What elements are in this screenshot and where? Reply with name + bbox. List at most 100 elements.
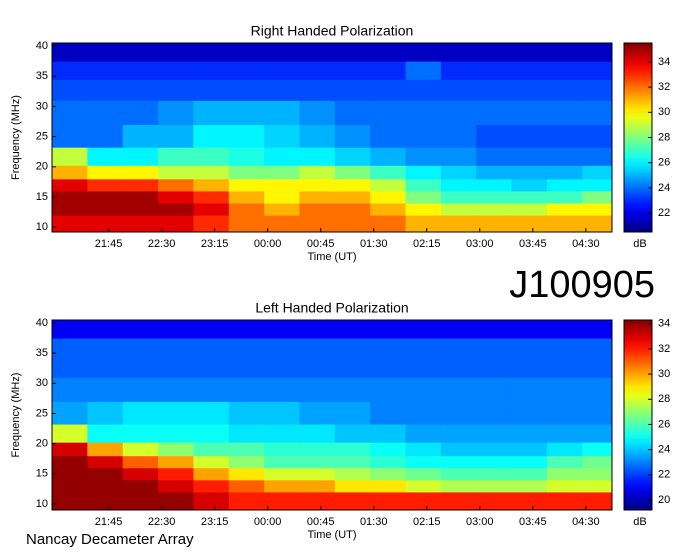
heat-cell [370, 455, 407, 469]
heat-cell [228, 165, 265, 180]
x-tick-label: 00:45 [307, 516, 335, 528]
heat-cell [511, 424, 548, 443]
heat-cell [546, 479, 583, 493]
heat-cell [476, 320, 513, 339]
heat-cell [370, 203, 407, 216]
heat-cell [405, 147, 442, 166]
heat-cell [299, 178, 336, 192]
heat-cell [87, 203, 124, 216]
y-tick-label: 10 [36, 221, 48, 233]
heat-cell [264, 491, 300, 511]
heat-cell [546, 100, 583, 126]
y-tick-label: 35 [36, 70, 48, 82]
heat-cell [405, 61, 442, 80]
heat-cell [405, 356, 442, 378]
heat-cell [87, 79, 124, 101]
heat-cell [476, 203, 513, 216]
heat-cell [52, 215, 88, 233]
heat-cell [193, 455, 230, 469]
heat-cell [582, 215, 613, 233]
colorbar-label: dB [633, 516, 646, 528]
heat-cell [370, 491, 407, 511]
heat-cell [122, 442, 159, 457]
heat-cell [334, 377, 371, 402]
heat-cell [440, 442, 477, 457]
heat-cell [440, 61, 477, 80]
colorbar [623, 42, 653, 233]
heat-cell [334, 467, 371, 481]
heat-cell [476, 124, 513, 148]
x-tick-label: 03:45 [519, 516, 547, 528]
heat-cell [440, 320, 477, 339]
heat-cell [511, 203, 548, 216]
heat-cell [476, 479, 513, 493]
heat-cell [264, 61, 300, 80]
heat-cell [87, 124, 124, 148]
heat-cell [228, 215, 265, 233]
heat-cell [158, 377, 194, 402]
heat-cell [476, 43, 513, 62]
y-tick-label: 30 [36, 100, 48, 112]
heat-cell [158, 43, 194, 62]
heat-cell [440, 165, 477, 180]
heat-cell [546, 165, 583, 180]
y-tick-label: 25 [36, 131, 48, 143]
heat-cell [405, 491, 442, 511]
heat-cell [193, 147, 230, 166]
heat-cell [52, 203, 88, 216]
heat-cell [122, 356, 159, 378]
heat-cell [87, 455, 124, 469]
heat-cell [405, 165, 442, 180]
colorbar-tick-label: 34 [658, 318, 670, 330]
heat-cell [264, 215, 300, 233]
heat-cell [122, 338, 159, 357]
heat-cell [405, 401, 442, 425]
heat-cell [582, 165, 613, 180]
heat-cell [546, 356, 583, 378]
heat-cell [546, 215, 583, 233]
heat-cell [228, 455, 265, 469]
heat-cell [546, 320, 583, 339]
heat-cell [299, 203, 336, 216]
heat-cell [370, 190, 407, 204]
x-axis-label: Time (UT) [307, 251, 356, 263]
heat-cell [334, 320, 371, 339]
heat-cell [228, 467, 265, 481]
heat-cell [52, 61, 88, 80]
heat-cell [370, 338, 407, 357]
heat-cell [582, 491, 613, 511]
heat-cell [87, 320, 124, 339]
heat-cell [158, 401, 194, 425]
heat-cell [52, 100, 88, 126]
heat-cell [511, 215, 548, 233]
heat-cell [122, 190, 159, 204]
heat-cell [370, 377, 407, 402]
heat-cell [511, 190, 548, 204]
heat-cell [299, 165, 336, 180]
heat-cell [87, 479, 124, 493]
heat-cell [405, 43, 442, 62]
heat-cell [228, 190, 265, 204]
heat-cell [476, 377, 513, 402]
heat-cell [476, 165, 513, 180]
heat-cell [52, 491, 88, 511]
heat-cell [511, 61, 548, 80]
heat-cell [52, 479, 88, 493]
heat-cell [511, 43, 548, 62]
heat-cell [546, 43, 583, 62]
heat-cell [511, 147, 548, 166]
x-tick-label: 04:30 [572, 516, 600, 528]
heat-cell [87, 100, 124, 126]
heat-cell [299, 424, 336, 443]
heat-cell [511, 467, 548, 481]
x-tick-label: 00:00 [254, 238, 282, 250]
heat-cell [440, 401, 477, 425]
heat-cell [511, 124, 548, 148]
colorbar-tick-label: 32 [658, 343, 670, 355]
heat-cell [440, 43, 477, 62]
heat-cell [476, 424, 513, 443]
heat-cell [370, 61, 407, 80]
y-tick-label: 25 [36, 407, 48, 419]
heat-cell [52, 338, 88, 357]
heat-cell [546, 442, 583, 457]
